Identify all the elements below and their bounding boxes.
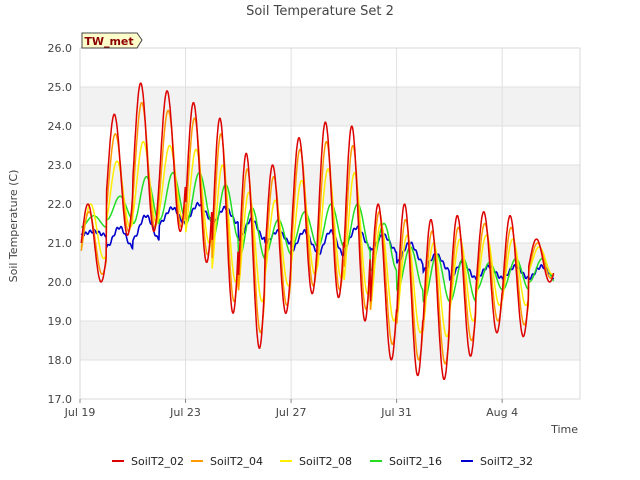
series-lines bbox=[80, 82, 555, 381]
y-axis-ticks: 17.0 18.0 19.0 20.0 21.0 22.0 23.0 24.0 25.0 26.0 bbox=[48, 42, 73, 406]
station-badge-shape bbox=[81, 32, 143, 49]
y-tick-label: 25.0 bbox=[48, 81, 73, 94]
legend-label: SoilT2_08 bbox=[299, 455, 352, 468]
legend-label: SoilT2_16 bbox=[389, 455, 442, 468]
y-tick-label: 22.0 bbox=[48, 198, 73, 211]
y-tick-label: 26.0 bbox=[48, 42, 73, 55]
background-band bbox=[80, 87, 580, 126]
x-tick-label: Jul 27 bbox=[275, 406, 307, 419]
y-tick-label: 18.0 bbox=[48, 354, 73, 367]
legend-item-soilt2_08: SoilT2_08 bbox=[280, 455, 352, 468]
x-axis-ticks: Jul 19 Jul 23 Jul 27 Jul 31 Aug 4 bbox=[64, 399, 518, 419]
y-tick-label: 24.0 bbox=[48, 120, 73, 133]
background-bands bbox=[80, 87, 580, 360]
x-tick-label: Jul 19 bbox=[64, 406, 96, 419]
station-badge-label: TW_met bbox=[84, 35, 133, 48]
station-badge: TW_met bbox=[81, 32, 143, 49]
legend-item-soilt2_04: SoilT2_04 bbox=[191, 455, 263, 468]
y-tick-label: 19.0 bbox=[48, 315, 73, 328]
y-tick-label: 17.0 bbox=[48, 393, 73, 406]
legend-label: SoilT2_02 bbox=[131, 455, 184, 468]
plot-frame bbox=[79, 47, 581, 400]
legend-label: SoilT2_04 bbox=[210, 455, 263, 468]
legend-item-soilt2_32: SoilT2_32 bbox=[461, 455, 533, 468]
chart-title: Soil Temperature Set 2 bbox=[246, 4, 394, 19]
x-tick-label: Jul 23 bbox=[169, 406, 201, 419]
y-tick-label: 23.0 bbox=[48, 159, 73, 172]
x-tick-label: Jul 31 bbox=[380, 406, 412, 419]
legend-item-soilt2_02: SoilT2_02 bbox=[112, 455, 184, 468]
x-axis-label: Time bbox=[550, 423, 578, 436]
series-line-soilt2_02 bbox=[80, 82, 555, 381]
legend: SoilT2_02 SoilT2_04 SoilT2_08 SoilT2_16 Soil… bbox=[112, 455, 533, 468]
legend-item-soilt2_16: SoilT2_16 bbox=[370, 455, 442, 468]
y-tick-label: 20.0 bbox=[48, 276, 73, 289]
x-tick-label: Aug 4 bbox=[486, 406, 518, 419]
y-axis-label: Soil Temperature (C) bbox=[7, 170, 20, 283]
legend-label: SoilT2_32 bbox=[480, 455, 533, 468]
background-band bbox=[80, 321, 580, 360]
y-tick-label: 21.0 bbox=[48, 237, 73, 250]
